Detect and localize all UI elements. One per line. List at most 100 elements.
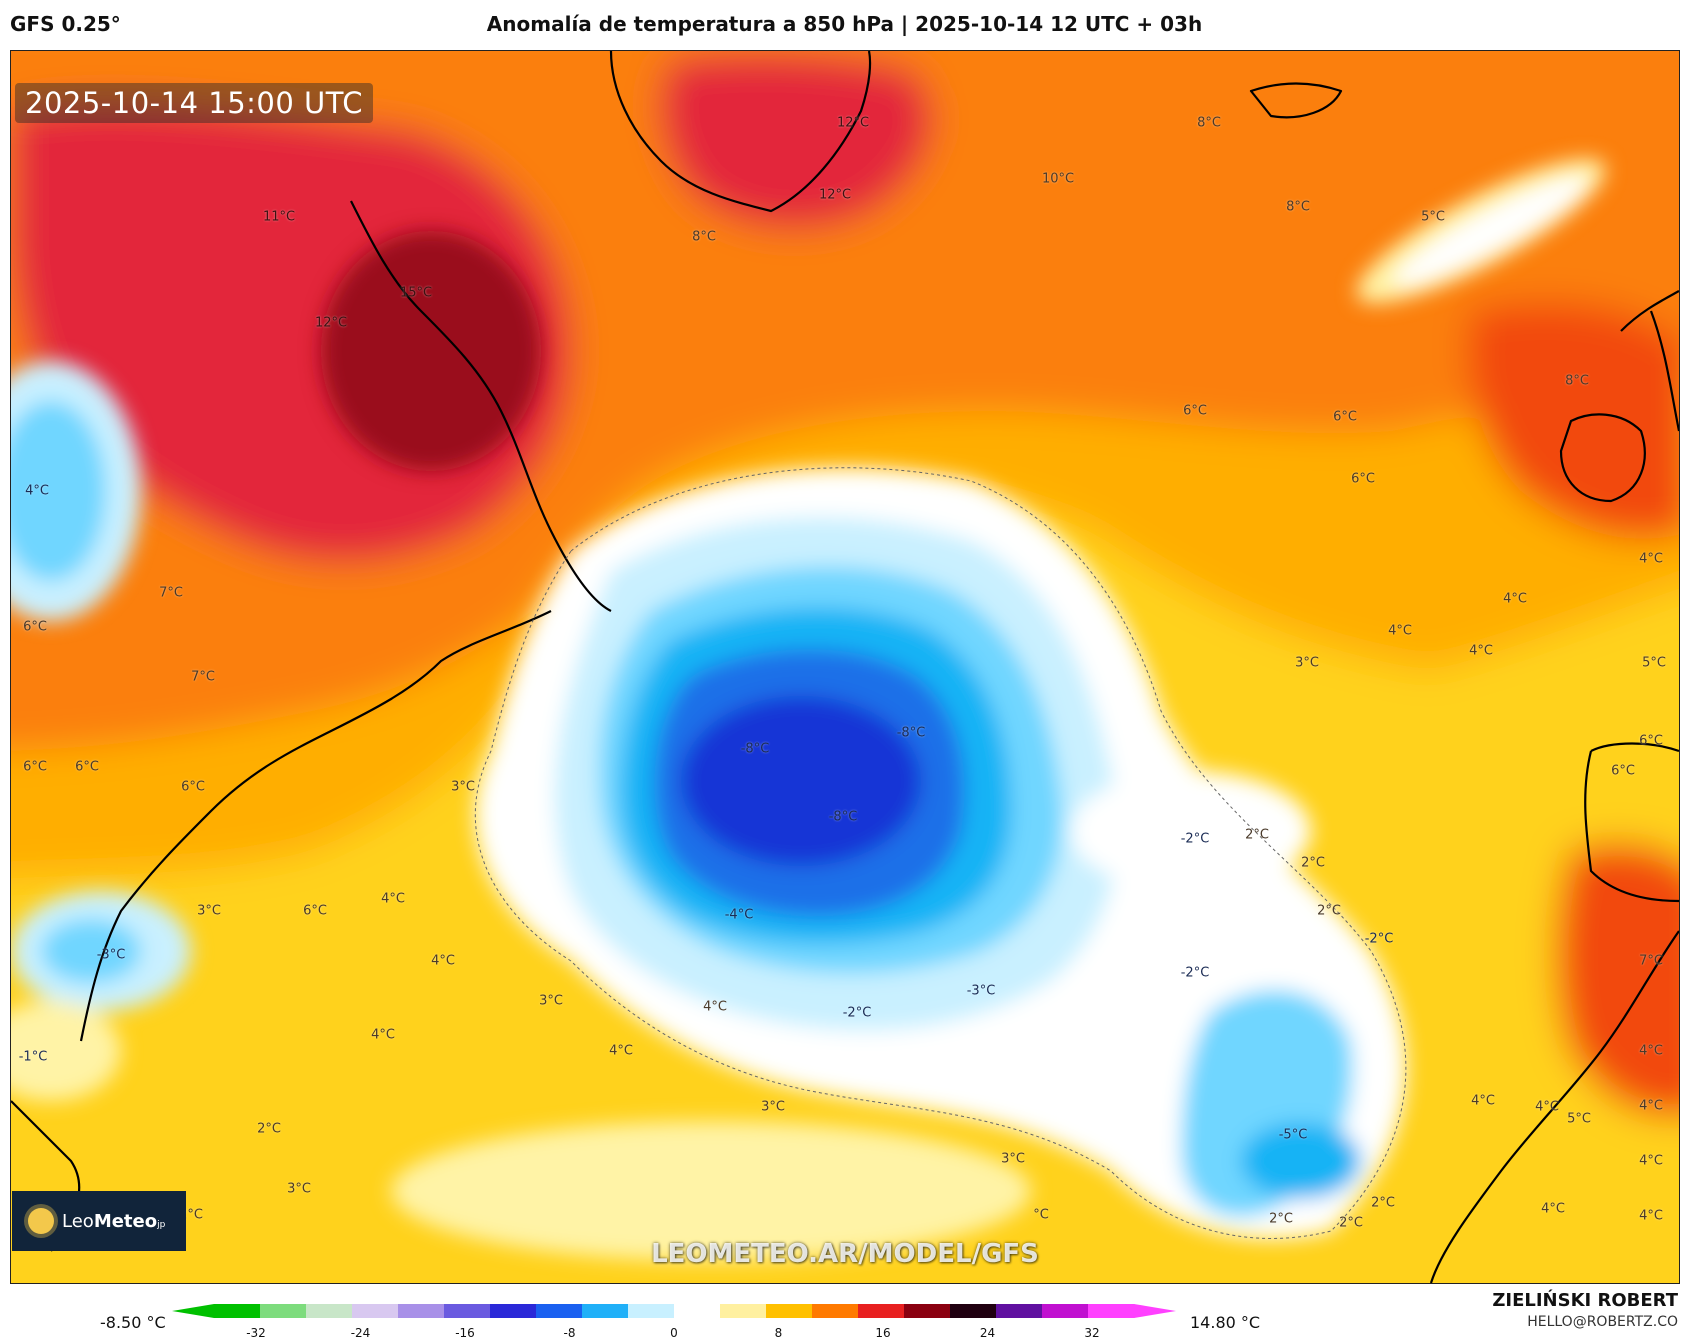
temperature-label: 7°C bbox=[191, 669, 215, 685]
colorbar-max-arrow bbox=[1134, 1304, 1176, 1318]
colorbar-tick-label: 24 bbox=[979, 1326, 996, 1340]
temperature-label: -5°C bbox=[1278, 1127, 1308, 1143]
temperature-label: 11°C bbox=[262, 209, 296, 225]
temperature-label: 6°C bbox=[1351, 471, 1375, 487]
temperature-anomaly-map bbox=[11, 51, 1679, 1283]
norway-coast bbox=[1620, 290, 1679, 332]
northeast-us-coast bbox=[79, 610, 552, 1042]
temperature-label: -2°C bbox=[1180, 831, 1210, 847]
temperature-label: 4°C bbox=[1388, 623, 1412, 639]
colorbar-tick-label: -32 bbox=[246, 1326, 266, 1340]
temperature-label: 4°C bbox=[1639, 551, 1663, 567]
zero-isolines bbox=[474, 467, 1407, 1239]
sun-icon bbox=[28, 1208, 54, 1234]
temperature-label: 10°C bbox=[1041, 171, 1075, 187]
orange-red-iberia bbox=[1468, 303, 1679, 539]
hudson-cold-core bbox=[11, 401, 106, 581]
colorbar-tick-label: 8 bbox=[774, 1326, 783, 1340]
temperature-label: -3°C bbox=[96, 947, 126, 963]
temperature-label: 6°C bbox=[75, 759, 99, 775]
temperature-label: 7°C bbox=[1639, 953, 1663, 969]
colorbar-tick-label: -16 bbox=[455, 1326, 475, 1340]
deep-blue-core bbox=[681, 696, 921, 866]
author-block: ZIELIŃSKI ROBERT HELLO@ROBERTZ.CO bbox=[1492, 1290, 1678, 1330]
temperature-label: 4°C bbox=[25, 483, 49, 499]
temperature-label: 6°C bbox=[1639, 733, 1663, 749]
temperature-label: 8°C bbox=[692, 229, 716, 245]
temperature-label: 5°C bbox=[1567, 1111, 1591, 1127]
colorbar-cell bbox=[490, 1304, 537, 1318]
colorbar-cell bbox=[398, 1304, 445, 1318]
south-pale-patch bbox=[391, 1121, 1031, 1261]
temperature-label: 12°C bbox=[818, 187, 852, 203]
colorbar-cell bbox=[904, 1304, 951, 1318]
temperature-label: 4°C bbox=[381, 891, 405, 907]
orange-red-africa bbox=[1556, 843, 1679, 1118]
temperature-label: -1°C bbox=[18, 1049, 48, 1065]
deep-red-labrador bbox=[321, 231, 541, 471]
author-name: ZIELIŃSKI ROBERT bbox=[1492, 1290, 1678, 1311]
chart-title: Anomalía de temperatura a 850 hPa | 2025… bbox=[486, 12, 1203, 36]
valid-time-badge: 2025-10-14 15:00 UTC bbox=[15, 83, 374, 123]
colorbar-cell bbox=[536, 1304, 583, 1318]
temperature-label: 3°C bbox=[1001, 1151, 1025, 1167]
gulf-pale-patch bbox=[11, 1001, 121, 1101]
temperature-label: 6°C bbox=[23, 759, 47, 775]
south-cold-lobe-core bbox=[1241, 1123, 1361, 1199]
author-email[interactable]: HELLO@ROBERTZ.CO bbox=[1527, 1314, 1678, 1330]
temperature-label: 4°C bbox=[703, 999, 727, 1015]
colorbar-tick-label: -24 bbox=[350, 1326, 371, 1340]
temperature-label: 4°C bbox=[1469, 643, 1493, 659]
logo-text: LeoMeteojp bbox=[62, 1211, 165, 1232]
greenland-coast bbox=[609, 51, 872, 213]
colorbar-cell bbox=[766, 1304, 813, 1318]
temperature-label: 6°C bbox=[1333, 409, 1357, 425]
temperature-label: -4°C bbox=[724, 907, 754, 923]
temperature-label: 8°C bbox=[1197, 115, 1221, 131]
temperature-label: 3°C bbox=[197, 903, 221, 919]
mid-pale-patch bbox=[1071, 771, 1311, 891]
colorbar-cell bbox=[996, 1304, 1043, 1318]
temperature-label: 2°C bbox=[257, 1121, 281, 1137]
africa-coast bbox=[1429, 930, 1679, 1283]
colorbar-cell bbox=[950, 1304, 997, 1318]
logo-name-bold: Meteo bbox=[93, 1210, 158, 1232]
temperature-label: 2°C bbox=[1245, 827, 1269, 843]
logo-suffix: jp bbox=[157, 1219, 166, 1230]
amber-transition-band bbox=[11, 363, 1679, 879]
colorbar bbox=[172, 1304, 1176, 1318]
temperature-label: 3°C bbox=[451, 779, 475, 795]
colorbar-cell bbox=[1042, 1304, 1089, 1318]
colorbar-cell bbox=[306, 1304, 353, 1318]
temperature-label: 4°C bbox=[1639, 1043, 1663, 1059]
colorbar-tick-label: 32 bbox=[1084, 1326, 1100, 1340]
temperature-label: 6°C bbox=[303, 903, 327, 919]
colorbar-tick-label: 16 bbox=[875, 1326, 891, 1340]
scale-min-label: -8.50 °C bbox=[100, 1313, 166, 1332]
colorbar-cell bbox=[1088, 1304, 1135, 1318]
temperature-label: -8°C bbox=[740, 741, 770, 757]
temperature-label: 4°C bbox=[371, 1027, 395, 1043]
temperature-label: 3°C bbox=[539, 993, 563, 1009]
zero-isoline-main bbox=[474, 467, 1407, 1239]
iberia-coast bbox=[1584, 742, 1679, 903]
colorbar-tick-label: -8 bbox=[563, 1326, 576, 1340]
colorbar-cell bbox=[260, 1304, 307, 1318]
temperature-label: 6°C bbox=[181, 779, 205, 795]
temperature-label: 6°C bbox=[23, 619, 47, 635]
colorbar-cell bbox=[582, 1304, 629, 1318]
carolina-cold-core bbox=[41, 919, 141, 983]
temperature-label: 3°C bbox=[761, 1099, 785, 1115]
temperature-label: -2°C bbox=[1364, 931, 1394, 947]
temperature-label: 4°C bbox=[1503, 591, 1527, 607]
logo-name-light: Leo bbox=[62, 1210, 94, 1232]
leometeo-logo[interactable]: LeoMeteojp bbox=[12, 1191, 186, 1251]
temperature-label: 4°C bbox=[1535, 1099, 1559, 1115]
map-panel[interactable]: 2025-10-14 15:00 UTC 12°C 8°C 10°C 12°C 8°C 8… bbox=[10, 50, 1680, 1284]
temperature-label: 5°C bbox=[1421, 209, 1445, 225]
temperature-label: 8°C bbox=[1286, 199, 1310, 215]
temperature-label: -8°C bbox=[896, 725, 926, 741]
temperature-label: 6°C bbox=[1611, 763, 1635, 779]
colorbar-min-arrow bbox=[172, 1304, 214, 1318]
temperature-label: 4°C bbox=[431, 953, 455, 969]
